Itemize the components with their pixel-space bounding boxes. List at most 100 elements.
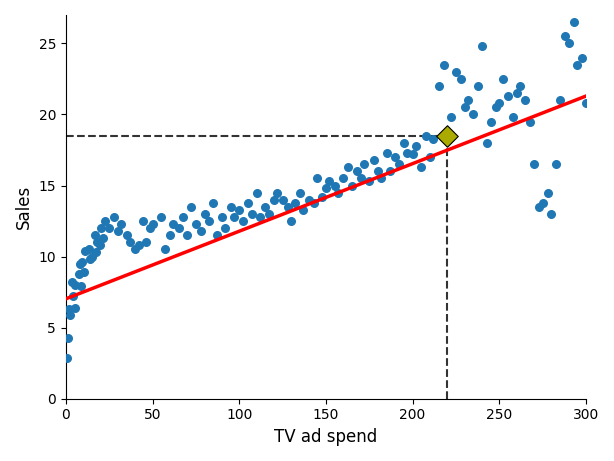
Point [511, 89, 521, 97]
Point [235, 206, 244, 213]
Point [186, 203, 196, 211]
Point [87, 253, 97, 260]
Point [165, 231, 175, 239]
Point [229, 213, 239, 220]
Point [238, 218, 247, 225]
Point [486, 118, 495, 125]
Point [352, 168, 362, 175]
Point [581, 100, 591, 107]
Point [304, 196, 314, 203]
Point [147, 220, 157, 228]
Point [385, 168, 395, 175]
Point [382, 149, 392, 157]
Point [96, 225, 106, 232]
Point [80, 247, 90, 254]
Point [538, 199, 548, 206]
Point [439, 61, 449, 68]
Point [117, 220, 126, 228]
Point [104, 225, 114, 232]
Point [113, 227, 123, 235]
Point [226, 203, 236, 211]
Point [295, 189, 305, 196]
Point [468, 111, 478, 118]
Point [515, 83, 525, 90]
Point [243, 199, 253, 206]
Point [264, 210, 274, 218]
Point [95, 242, 104, 249]
Point [69, 281, 79, 289]
Point [425, 154, 435, 161]
Point [247, 210, 257, 218]
Point [174, 225, 184, 232]
Point [356, 175, 365, 182]
Point [260, 203, 270, 211]
Point [370, 156, 379, 164]
Point [123, 231, 133, 239]
Point [204, 218, 214, 225]
Point [64, 311, 74, 319]
Point [399, 139, 409, 147]
Point [376, 175, 386, 182]
Point [343, 163, 353, 171]
Point [269, 196, 279, 203]
Point [333, 189, 343, 196]
Point [212, 231, 222, 239]
Point [451, 68, 460, 76]
Point [324, 177, 334, 185]
Point [317, 193, 327, 201]
Point [145, 225, 155, 232]
Point [526, 118, 535, 125]
Point [191, 220, 201, 228]
Point [273, 189, 282, 196]
Point [546, 210, 556, 218]
Point [196, 227, 206, 235]
Point [109, 213, 119, 220]
Point [91, 248, 101, 256]
Point [71, 304, 80, 312]
Point [578, 54, 588, 61]
Point [416, 163, 426, 171]
Point [508, 114, 518, 121]
Point [101, 218, 111, 225]
Point [313, 175, 322, 182]
Point [534, 203, 544, 211]
Point [178, 213, 188, 220]
Point [286, 218, 296, 225]
Point [92, 239, 102, 246]
Point [63, 334, 72, 341]
Point [290, 199, 300, 206]
Point [85, 256, 95, 263]
Point [473, 83, 483, 90]
Point [373, 168, 383, 175]
Point [252, 189, 262, 196]
Point [68, 293, 78, 300]
Point [569, 18, 578, 26]
Point [494, 100, 504, 107]
Point [555, 97, 565, 104]
Point [90, 231, 99, 239]
Point [125, 239, 135, 246]
Point [408, 151, 418, 158]
Point [76, 283, 86, 290]
Point [503, 92, 513, 100]
Point [543, 189, 553, 196]
Point [391, 154, 400, 161]
Point [67, 278, 77, 286]
Point [491, 104, 500, 111]
Point [529, 160, 539, 168]
Point [347, 182, 357, 189]
Point [463, 97, 473, 104]
Point [138, 218, 148, 225]
Point [520, 97, 530, 104]
Point [217, 213, 227, 220]
Point [298, 206, 308, 213]
Point [64, 306, 74, 313]
Point [446, 114, 456, 121]
Point [309, 199, 319, 206]
Y-axis label: Sales: Sales [15, 185, 33, 229]
Point [62, 354, 72, 361]
Point [364, 177, 374, 185]
Point [402, 149, 412, 157]
Point [429, 135, 438, 142]
X-axis label: TV ad spend: TV ad spend [274, 428, 378, 446]
